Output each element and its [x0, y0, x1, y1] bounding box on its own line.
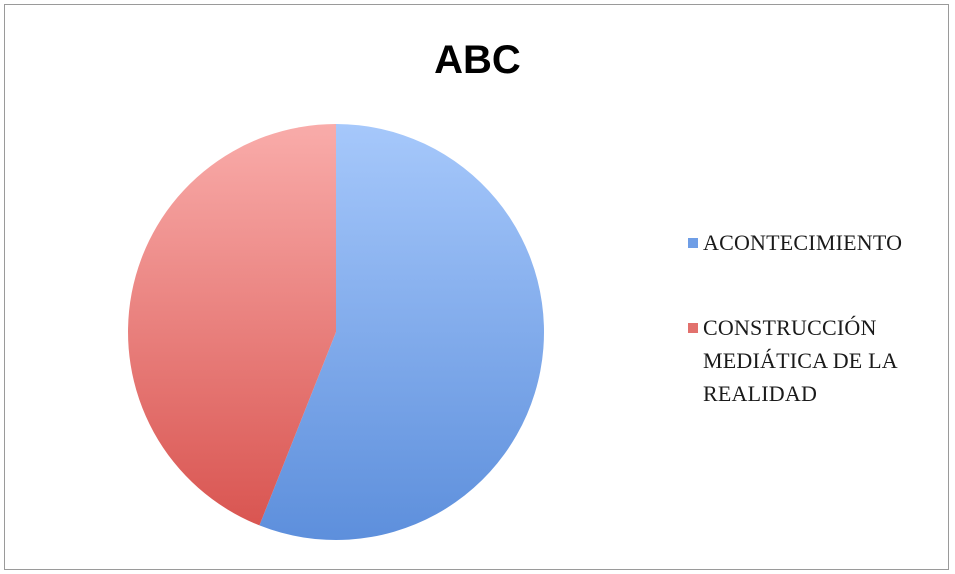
- legend-label-acontecimiento: ACONTECIMIENTO: [703, 230, 903, 255]
- legend-item-construccion: CONSTRUCCIÓN MEDIÁTICA DE LA REALIDAD: [688, 311, 938, 410]
- legend-swatch-acontecimiento: [688, 238, 698, 248]
- pie-slice-construccion: [128, 124, 336, 526]
- legend-label-construccion: CONSTRUCCIÓN MEDIÁTICA DE LA REALIDAD: [703, 315, 898, 406]
- legend-swatch-construccion: [688, 323, 698, 333]
- pie-slice-acontecimiento: [259, 124, 545, 540]
- legend: ACONTECIMIENTO CONSTRUCCIÓN MEDIÁTICA DE…: [688, 226, 938, 410]
- chart-title: ABC: [434, 38, 521, 82]
- legend-item-acontecimiento: ACONTECIMIENTO: [688, 226, 938, 259]
